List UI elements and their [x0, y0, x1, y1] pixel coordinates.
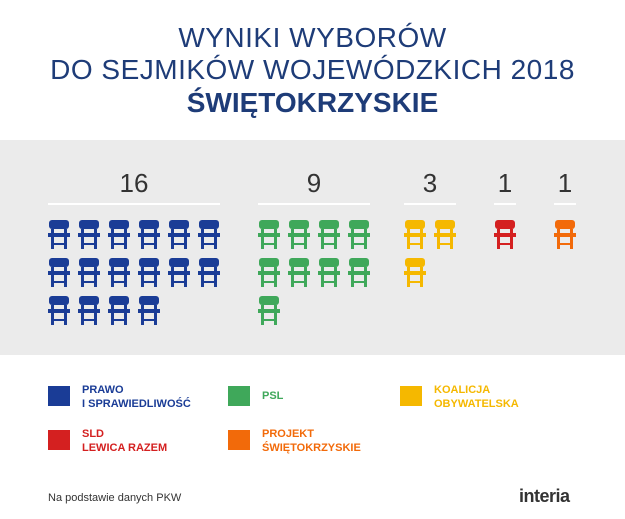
seat-chair-icon [168, 220, 190, 250]
seat-count-label: 1 [497, 168, 513, 198]
group-underline [48, 203, 220, 205]
seat-chair-icon [78, 296, 100, 326]
title-line-2: DO SEJMIKÓW WOJEWÓDZKICH 2018 [50, 54, 575, 85]
seat-count-label: 9 [306, 168, 322, 198]
seat-chair-icon [554, 220, 576, 250]
seat-chair-icon [48, 220, 70, 250]
seat-chair-icon [348, 220, 370, 250]
seat-chair-icon [198, 220, 220, 250]
seat-chair-icon [318, 258, 340, 288]
seat-chair-icon [318, 220, 340, 250]
seat-chair-icon [48, 296, 70, 326]
title-line-1: WYNIKI WYBORÓW [178, 22, 447, 53]
legend-swatch [400, 386, 422, 406]
legend-label: KOALICJA OBYWATELSKA [434, 384, 519, 410]
seat-count-label: 3 [422, 168, 438, 198]
legend-label: PRAWO I SPRAWIEDLIWOŚĆ [82, 384, 191, 410]
seat-chair-icon [288, 258, 310, 288]
seat-chair-icon [138, 220, 160, 250]
title-region: ŚWIĘTOKRZYSKIE [186, 87, 439, 118]
seat-chair-icon [494, 220, 516, 250]
seat-chair-icon [138, 258, 160, 288]
seat-chair-icon [168, 258, 190, 288]
legend-label: PROJEKT ŚWIĘTOKRZYSKIE [262, 428, 361, 454]
seat-chair-icon [258, 258, 280, 288]
seat-chair-icon [108, 220, 130, 250]
seat-chair-icon [108, 258, 130, 288]
seat-chair-icon [404, 220, 426, 250]
seat-chair-icon [258, 296, 280, 326]
legend-label: SLD LEWICA RAZEM [82, 428, 168, 454]
group-underline [554, 203, 576, 205]
seat-chair-icon [404, 258, 426, 288]
seat-chair-icon [138, 296, 160, 326]
seat-chair-icon [78, 220, 100, 250]
seat-chair-icon [258, 220, 280, 250]
interia-logo: interia [519, 486, 570, 506]
seat-chair-icon [108, 296, 130, 326]
group-underline [258, 203, 370, 205]
legend-swatch [48, 430, 70, 450]
seat-chair-icon [288, 220, 310, 250]
seat-chair-icon [434, 220, 456, 250]
group-underline [494, 203, 516, 205]
seat-chair-icon [198, 258, 220, 288]
seat-chair-icon [348, 258, 370, 288]
legend-swatch [228, 430, 250, 450]
legend-swatch [48, 386, 70, 406]
seat-count-label: 16 [119, 168, 149, 198]
legend-label: PSL [262, 390, 284, 402]
seat-chart: 16 9 3 1 1 [0, 140, 625, 355]
seat-chair-icon [48, 258, 70, 288]
seat-count-label: 1 [557, 168, 573, 198]
source-note: Na podstawie danych PKW [48, 492, 182, 504]
legend-swatch [228, 386, 250, 406]
group-underline [404, 203, 456, 205]
seat-chair-icon [78, 258, 100, 288]
